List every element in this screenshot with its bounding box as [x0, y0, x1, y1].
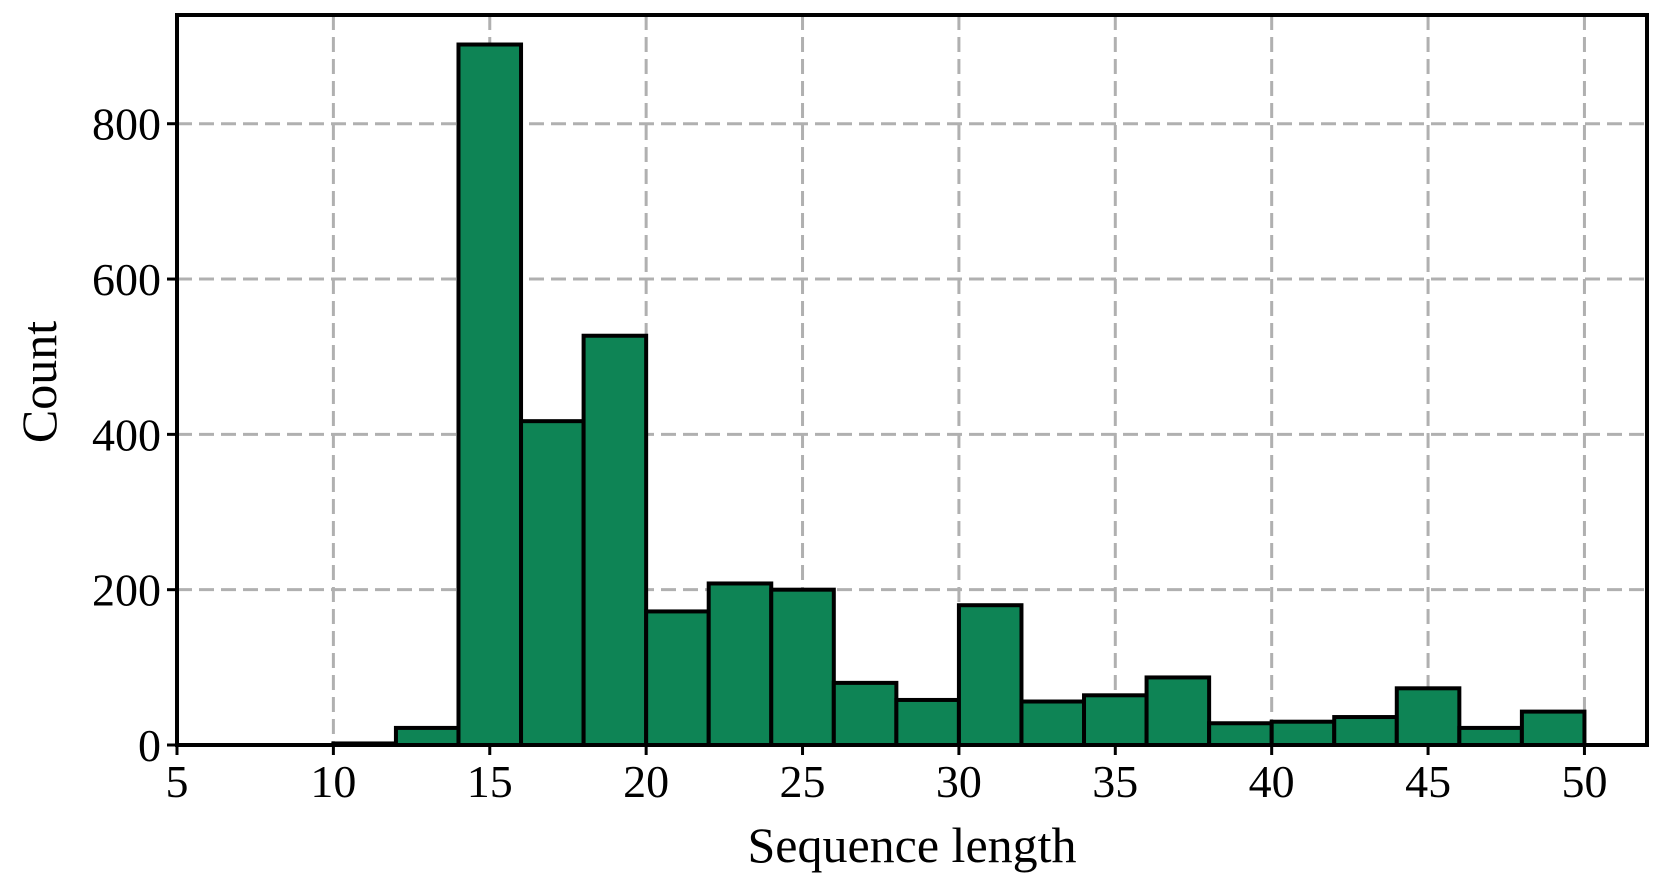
histogram-bar	[1519, 709, 1587, 747]
histogram-bar	[393, 725, 461, 748]
y-tick-label: 400	[92, 409, 161, 460]
histogram-bar	[456, 42, 524, 748]
histogram-bar	[894, 697, 961, 748]
y-tick-label: 600	[92, 254, 161, 305]
histogram-bar	[1332, 715, 1399, 747]
plot-frame	[175, 13, 1649, 747]
x-axis-title: Sequence length	[747, 817, 1076, 873]
histogram-bar	[581, 333, 649, 747]
x-tick-label: 20	[623, 756, 669, 807]
histogram-bar	[1019, 699, 1087, 747]
x-tick-label: 5	[166, 756, 189, 807]
histogram-bar	[1082, 693, 1149, 747]
histogram-bar	[769, 587, 836, 747]
tick-layer: 5 10 15 20 25 30 35 40 45 50 0 200 400 600 800	[92, 99, 1607, 807]
x-tick-label: 40	[1249, 756, 1295, 807]
histogram-bar	[1144, 675, 1212, 747]
histogram-bar	[1394, 686, 1462, 748]
x-tick-label: 30	[936, 756, 982, 807]
x-tick-label: 50	[1561, 756, 1607, 807]
x-tick-label: 45	[1405, 756, 1451, 807]
y-tick-label: 0	[138, 720, 161, 771]
x-tick-label: 35	[1092, 756, 1138, 807]
bar-layer	[331, 42, 1587, 748]
histogram-bar	[1269, 719, 1337, 748]
histogram-bar	[831, 680, 899, 747]
histogram-bar	[519, 419, 586, 747]
histogram-bar	[1457, 725, 1524, 748]
y-axis-title: Count	[11, 321, 67, 443]
x-tick-label: 25	[780, 756, 826, 807]
histogram-bar	[644, 609, 711, 747]
histogram-bar	[956, 603, 1024, 747]
x-tick-label: 10	[310, 756, 356, 807]
histogram-bar	[706, 581, 774, 747]
y-tick-label: 800	[92, 99, 161, 150]
y-tick-label: 200	[92, 565, 161, 616]
histogram-bar	[1207, 721, 1274, 747]
grid-layer	[177, 15, 1647, 745]
x-tick-label: 15	[467, 756, 513, 807]
